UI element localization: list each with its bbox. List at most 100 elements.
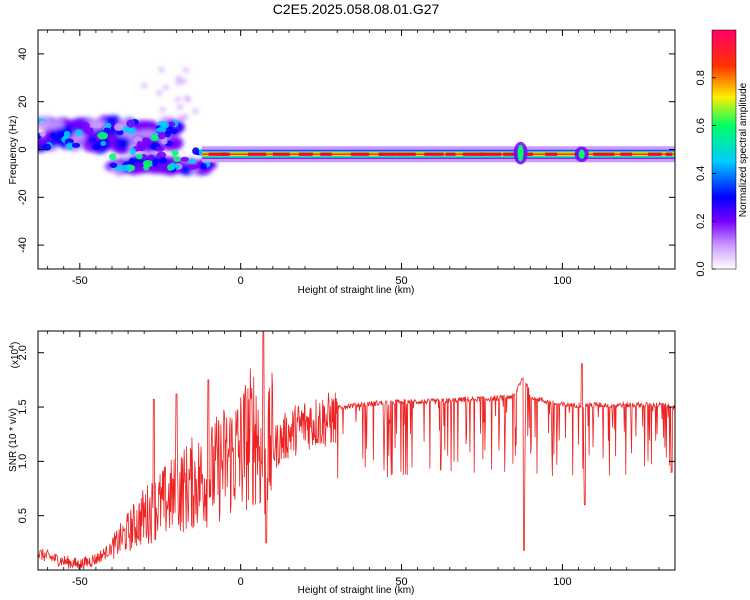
spectral-blob xyxy=(171,149,179,157)
spectral-blob xyxy=(119,164,131,172)
spectrogram-plot-area xyxy=(38,67,675,176)
spectrogram-y-tick-label: 20 xyxy=(17,96,29,108)
spectral-blob xyxy=(50,132,57,140)
spectral-blob xyxy=(125,127,137,135)
snr-scale-factor: (x104) xyxy=(9,342,21,369)
spectral-blob xyxy=(176,105,183,110)
chart-title: C2E5.2025.058.08.01.G27 xyxy=(273,1,440,17)
snr-scale-exponent: 4 xyxy=(9,345,16,349)
colorbar-tick-label: 0.8 xyxy=(695,70,707,85)
spectral-peak-segment xyxy=(397,152,416,156)
spectrogram-y-tick-label: -20 xyxy=(17,189,29,205)
spectral-peak-segment xyxy=(208,152,226,156)
spectral-blob xyxy=(152,159,159,167)
spectral-blob xyxy=(39,120,47,126)
spectral-blob xyxy=(103,127,111,133)
snr-series-line xyxy=(38,331,675,570)
spectral-blob xyxy=(159,122,170,129)
spectral-blob xyxy=(71,142,81,148)
snr-y-tick-label: 2.0 xyxy=(17,345,29,360)
spectral-peak-segment xyxy=(248,152,267,156)
colorbar-tick-label: 0.0 xyxy=(695,261,707,276)
spectral-peak-segment xyxy=(620,152,633,156)
spectral-blob xyxy=(104,122,112,128)
spectral-blob xyxy=(162,85,169,90)
snr-scale-base: (x10 xyxy=(10,348,21,368)
spectral-peak-segment xyxy=(462,152,484,156)
spectral-peak-segment xyxy=(424,152,444,156)
colorbar-ticks: 0.0 0.2 0.4 0.6 0.8 xyxy=(695,70,716,277)
spectral-blob xyxy=(138,120,160,132)
snr-y-tick-label: 1.5 xyxy=(17,399,29,414)
spectral-blob xyxy=(182,67,189,72)
spectral-blob xyxy=(92,143,101,151)
spectrogram-panel: -50 0 50 100 -40 -20 0 20 40 Height of straight … xyxy=(8,29,676,296)
spectrogram-y-axis-label: Frequency (Hz) xyxy=(8,116,19,185)
spectrogram-x-tick-label: -50 xyxy=(72,275,88,287)
spectral-blob xyxy=(156,151,167,159)
spectral-blob xyxy=(114,123,124,132)
snr-plot-area xyxy=(38,331,675,570)
snr-panel: -50 0 50 100 0.5 1.0 1.5 2.0 Height of straight… xyxy=(8,330,676,596)
spectral-blob xyxy=(188,158,196,164)
spectrogram-axes: -50 0 50 100 -40 -20 0 20 40 xyxy=(17,30,676,287)
spectral-blob xyxy=(91,122,102,129)
spectral-blob xyxy=(135,153,143,160)
spectral-blob xyxy=(180,116,187,121)
snr-y-axis-label: SNR (10 * v/v) xyxy=(8,408,19,472)
spectral-blob xyxy=(159,107,166,112)
snr-x-tick-label: 50 xyxy=(395,576,407,588)
spectrogram-y-tick-label: 40 xyxy=(17,48,29,60)
spectral-blob xyxy=(114,136,131,150)
spectral-blob xyxy=(187,164,198,170)
spectral-blob xyxy=(158,67,165,72)
spectral-blob xyxy=(200,163,207,170)
spectral-blob xyxy=(128,158,136,165)
spectral-peak-segment xyxy=(503,152,522,156)
spectral-peak-segment xyxy=(221,152,230,156)
colorbar-gradient xyxy=(711,29,737,270)
spectrogram-y-tick-label: 0 xyxy=(17,146,29,152)
spectral-blob xyxy=(84,127,94,134)
snr-axes: -50 0 50 100 0.5 1.0 1.5 2.0 xyxy=(17,331,676,588)
spectrogram-x-tick-label: 0 xyxy=(238,275,244,287)
spectral-blob xyxy=(154,146,165,152)
spectral-blob xyxy=(141,83,148,88)
colorbar-tick-label: 0.6 xyxy=(695,118,707,133)
spectral-peak-segment xyxy=(272,152,290,156)
spectral-blob xyxy=(129,147,136,156)
spectral-perturbation xyxy=(513,141,528,165)
snr-y-tick-label: 1.0 xyxy=(17,454,29,469)
spectral-blob xyxy=(97,131,109,140)
spectral-blob xyxy=(142,159,154,168)
spectral-peak-segment xyxy=(350,152,370,156)
spectral-blob xyxy=(175,75,182,80)
spectral-blob xyxy=(161,138,168,145)
spectral-blob xyxy=(156,91,163,96)
spectral-blob xyxy=(192,109,199,114)
snr-x-tick-label: -50 xyxy=(72,576,88,588)
spectral-blob xyxy=(116,129,124,136)
spectrogram-x-tick-label: 50 xyxy=(395,275,407,287)
spectral-blob xyxy=(164,130,171,138)
spectral-blob xyxy=(147,154,155,161)
snr-x-tick-label: 100 xyxy=(553,576,571,588)
spectral-peak-segment xyxy=(445,152,456,156)
spectral-blob xyxy=(169,162,177,170)
spectral-blob xyxy=(109,162,118,168)
spectral-blob xyxy=(126,119,136,128)
spectral-blob xyxy=(142,137,151,144)
perturbation-core xyxy=(578,149,585,160)
spectral-peak-segment xyxy=(545,152,558,156)
spectral-perturbation xyxy=(574,146,589,163)
snr-x-tick-label: 0 xyxy=(238,576,244,588)
spectral-peak-segment xyxy=(593,152,615,156)
spectral-peak-segment xyxy=(298,152,313,156)
spectral-blob xyxy=(175,80,182,85)
spectral-blob xyxy=(174,97,181,102)
spectral-blob xyxy=(63,130,71,138)
spectral-blob xyxy=(169,128,178,134)
snr-frame xyxy=(37,330,676,571)
spectral-blob xyxy=(157,132,166,140)
